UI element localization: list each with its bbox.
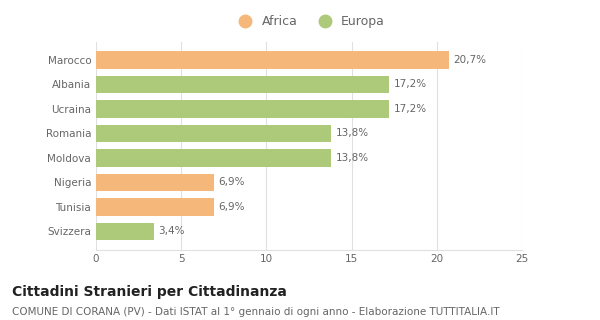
Text: 6,9%: 6,9%: [218, 202, 244, 212]
Text: COMUNE DI CORANA (PV) - Dati ISTAT al 1° gennaio di ogni anno - Elaborazione TUT: COMUNE DI CORANA (PV) - Dati ISTAT al 1°…: [12, 307, 500, 317]
Text: 20,7%: 20,7%: [453, 55, 486, 65]
Bar: [96, 76, 389, 93]
Text: 17,2%: 17,2%: [394, 79, 427, 89]
Bar: [96, 198, 214, 216]
Text: 6,9%: 6,9%: [218, 177, 244, 187]
Bar: [96, 124, 331, 142]
Bar: [96, 100, 389, 118]
Text: 17,2%: 17,2%: [394, 104, 427, 114]
Text: Cittadini Stranieri per Cittadinanza: Cittadini Stranieri per Cittadinanza: [12, 285, 287, 299]
Text: 13,8%: 13,8%: [335, 153, 368, 163]
Text: 13,8%: 13,8%: [335, 128, 368, 138]
Bar: [96, 149, 331, 167]
Bar: [96, 51, 449, 69]
Text: 3,4%: 3,4%: [158, 226, 185, 236]
Legend: Africa, Europa: Africa, Europa: [228, 11, 390, 33]
Bar: [96, 173, 214, 191]
Bar: [96, 222, 154, 240]
